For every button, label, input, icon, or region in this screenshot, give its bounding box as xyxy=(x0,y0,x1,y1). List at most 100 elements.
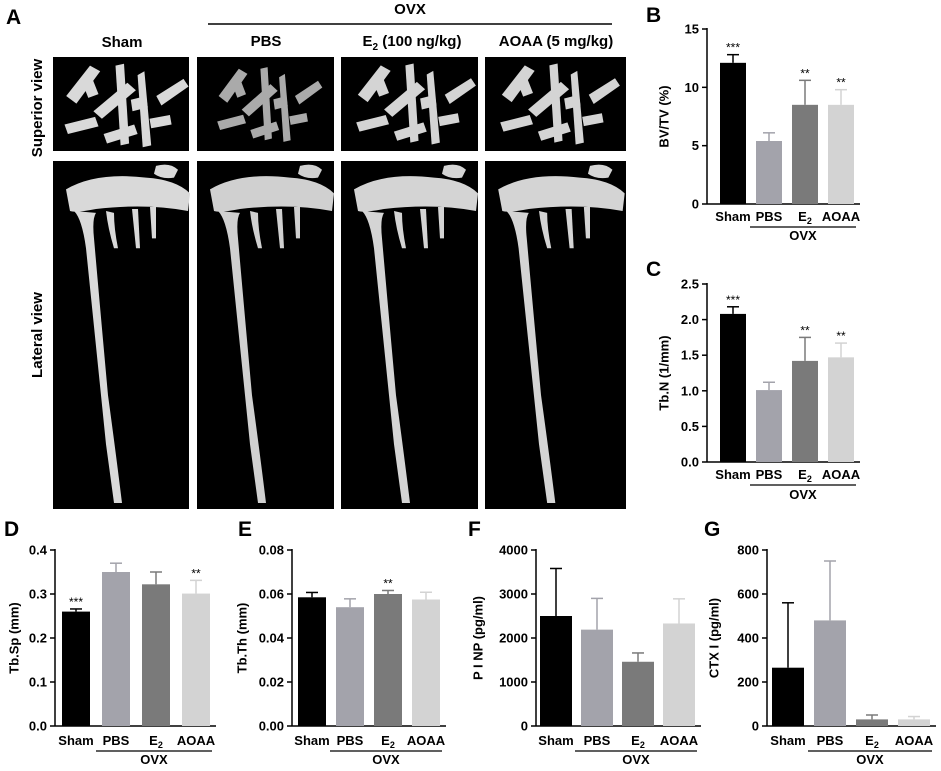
chart-c-ovx-label: OVX xyxy=(789,487,817,502)
chart-e-bar-e2 xyxy=(374,594,402,726)
column-label-e2: E2 (100 ng/kg) xyxy=(363,33,462,53)
chart-f: F P I NP (pg/ml) 0 1000 2000 3000 4000 Sham PBS E… xyxy=(468,518,701,767)
chart-b-bar-aoaa xyxy=(828,104,854,204)
chart-g-letter: G xyxy=(704,518,720,541)
superior-view-photos xyxy=(53,57,626,151)
chart-f-ytick-label: 2000 xyxy=(499,631,528,646)
chart-c-letter: C xyxy=(646,258,661,281)
chart-g-ytick-label: 600 xyxy=(737,587,759,602)
chart-g-category-e2: E2 xyxy=(865,733,879,750)
chart-g-ytick-label: 800 xyxy=(737,543,759,558)
chart-c-ytick-label: 1.5 xyxy=(681,348,699,363)
photo-lateral-aoaa xyxy=(485,161,626,509)
chart-f-bar-pbs xyxy=(581,629,613,726)
chart-c-category-aoaa: AOAA xyxy=(822,467,861,482)
column-label-pbs: PBS xyxy=(251,33,282,50)
chart-c-category-sham: Sham xyxy=(715,467,750,482)
chart-b-ytick-label: 15 xyxy=(685,22,699,37)
chart-e-ytick-label: 0.06 xyxy=(259,587,284,602)
chart-d-ylabel: Tb.Sp (mm) xyxy=(7,602,22,674)
chart-c-ytick-label: 2.5 xyxy=(681,277,699,292)
chart-c-ytick-label: 0.0 xyxy=(681,455,699,470)
chart-e-ovx-label: OVX xyxy=(372,752,400,767)
chart-e-category-sham: Sham xyxy=(294,733,329,748)
chart-c-ytick-label: 2.0 xyxy=(681,312,699,327)
chart-d-bar-sham xyxy=(62,611,90,726)
chart-b-category-e2: E2 xyxy=(798,209,812,226)
chart-b-category-sham: Sham xyxy=(715,209,750,224)
chart-e-ytick-label: 0.08 xyxy=(259,543,284,558)
chart-f-bar-sham xyxy=(540,616,572,726)
chart-d-ytick-label: 0.2 xyxy=(29,631,47,646)
chart-f-category-e2: E2 xyxy=(631,733,645,750)
panel-a-letter: A xyxy=(6,6,21,29)
chart-b-category-pbs: PBS xyxy=(756,209,783,224)
chart-e-ylabel: Tb.Th (mm) xyxy=(235,603,250,674)
chart-g-ytick-label: 200 xyxy=(737,675,759,690)
chart-b-category-aoaa: AOAA xyxy=(822,209,861,224)
chart-b-significance-sham: *** xyxy=(726,41,740,55)
chart-g-ytick-label: 400 xyxy=(737,631,759,646)
chart-g-bar-aoaa xyxy=(898,719,930,726)
chart-b-bar-sham xyxy=(720,62,746,205)
chart-c-ytick-label: 1.0 xyxy=(681,383,699,398)
chart-f-ytick-label: 3000 xyxy=(499,587,528,602)
chart-d-bar-aoaa xyxy=(182,593,210,726)
chart-b-ytick-label: 5 xyxy=(692,138,699,153)
chart-c-bar-pbs xyxy=(756,390,782,462)
lateral-view-photos xyxy=(53,161,626,509)
row-label-lateral: Lateral view xyxy=(29,292,46,378)
chart-g-bar-pbs xyxy=(814,620,846,726)
chart-d-significance-sham: *** xyxy=(69,595,83,609)
chart-f-letter: F xyxy=(468,518,481,541)
chart-f-ovx-label: OVX xyxy=(622,752,650,767)
chart-e-bar-sham xyxy=(298,597,326,726)
chart-b-bar-e2 xyxy=(792,104,818,204)
chart-b-ovx-label: OVX xyxy=(789,228,817,243)
chart-f-ytick-label: 0 xyxy=(521,719,528,734)
chart-g-ytick-label: 0 xyxy=(752,719,759,734)
chart-b-bar-pbs xyxy=(756,141,782,204)
chart-b-letter: B xyxy=(646,4,661,27)
chart-c-category-pbs: PBS xyxy=(756,467,783,482)
chart-g-ovx-label: OVX xyxy=(856,752,884,767)
chart-b-ytick-label: 10 xyxy=(685,80,699,95)
chart-d-category-pbs: PBS xyxy=(103,733,130,748)
chart-c-significance-aoaa: ** xyxy=(836,329,846,343)
chart-b-significance-e2: ** xyxy=(800,66,810,80)
chart-b: B BV/TV (%) 0 5 10 15 *** Sham PBS ** E2 ** AOAA OVX xyxy=(646,4,861,243)
column-label-sham: Sham xyxy=(102,34,143,51)
chart-b-ytick-label: 0 xyxy=(692,197,699,212)
chart-e-bar-aoaa xyxy=(412,599,440,726)
chart-f-ytick-label: 4000 xyxy=(499,543,528,558)
ovx-header: OVX xyxy=(394,1,426,18)
chart-g-category-pbs: PBS xyxy=(817,733,844,748)
chart-f-bar-aoaa xyxy=(663,623,695,726)
chart-f-category-sham: Sham xyxy=(538,733,573,748)
chart-d-ytick-label: 0.3 xyxy=(29,587,47,602)
chart-d-ytick-label: 0.4 xyxy=(29,543,48,558)
column-label-aoaa: AOAA (5 mg/kg) xyxy=(499,33,613,50)
chart-f-category-aoaa: AOAA xyxy=(660,733,699,748)
photo-lateral-sham xyxy=(53,161,189,509)
chart-e-ytick-label: 0.04 xyxy=(259,631,285,646)
chart-e-category-e2: E2 xyxy=(381,733,395,750)
chart-e-bar-pbs xyxy=(336,607,364,726)
chart-e-category-aoaa: AOAA xyxy=(407,733,446,748)
chart-g-category-aoaa: AOAA xyxy=(895,733,934,748)
chart-c-significance-e2: ** xyxy=(800,323,810,337)
chart-g: G CTX I (pg/ml) 0 200 400 600 800 Sham PBS E2 AOAA… xyxy=(704,518,936,767)
chart-c: C Tb.N (1/mm) 0.0 0.5 1.0 1.5 2.0 2.5 *** Sham PBS… xyxy=(646,258,861,502)
chart-c-bar-sham xyxy=(720,313,746,462)
chart-c-significance-sham: *** xyxy=(726,293,740,307)
chart-c-bar-aoaa xyxy=(828,357,854,462)
chart-d-bar-pbs xyxy=(102,572,130,726)
chart-d-category-sham: Sham xyxy=(58,733,93,748)
chart-d-category-e2: E2 xyxy=(149,733,163,750)
chart-f-ylabel: P I NP (pg/ml) xyxy=(471,596,486,680)
chart-d: D Tb.Sp (mm) 0.0 0.1 0.2 0.3 0.4 *** Sham PBS E2 **… xyxy=(4,518,216,767)
chart-d-letter: D xyxy=(4,518,19,541)
chart-d-bar-e2 xyxy=(142,584,170,726)
chart-g-bar-sham xyxy=(772,667,804,726)
chart-g-ylabel: CTX I (pg/ml) xyxy=(707,598,722,678)
